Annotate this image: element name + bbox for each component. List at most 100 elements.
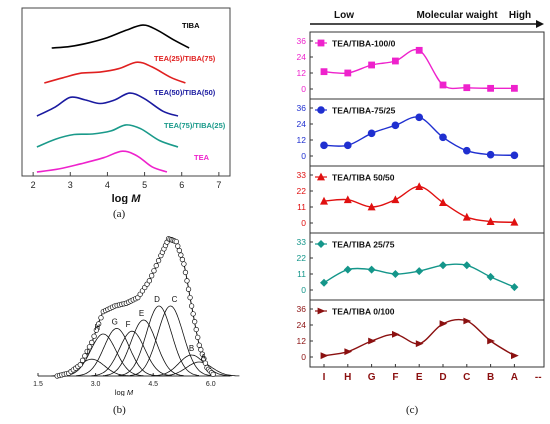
data-point (510, 217, 519, 226)
data-point (439, 198, 447, 207)
series-curve (323, 116, 515, 156)
x-tick-label: 5 (142, 180, 147, 190)
chart-c: Low Molecular waight High 0 12 24 36 TEA/TIBA-1… (297, 10, 545, 382)
envelope-marker (195, 334, 201, 341)
data-point (486, 272, 495, 281)
envelope-marker (176, 247, 182, 254)
envelope-marker (86, 344, 93, 350)
data-point (317, 240, 325, 248)
x-tick-label: 3.0 (91, 381, 101, 388)
category-label: C (463, 372, 470, 382)
y-tick-label: 33 (297, 170, 307, 180)
data-point (439, 320, 448, 328)
component-label: A (201, 353, 207, 362)
data-point (367, 265, 376, 274)
category-label: I (323, 372, 326, 382)
data-point (415, 113, 423, 122)
data-point (486, 150, 495, 159)
x-axis-label: log M (115, 388, 134, 396)
envelope-marker (155, 257, 162, 264)
chart-b: 1.5 3.0 4.5 6.0 log M I H G FE D C BA (33, 236, 240, 396)
data-point (320, 278, 328, 287)
category-label: D (439, 372, 446, 382)
data-point (320, 352, 329, 360)
legend-label: TEA/TIBA 0/100 (332, 307, 395, 317)
data-point (392, 330, 400, 338)
y-tick-label: 0 (301, 285, 306, 295)
series-curve (323, 48, 515, 90)
x-tick-label: 6.0 (206, 381, 216, 388)
y-tick-label: 11 (297, 202, 306, 212)
data-point (486, 217, 495, 225)
data-point (344, 348, 353, 356)
x-axis-label: log M (112, 193, 142, 204)
data-point (487, 337, 495, 345)
envelope-marker (184, 278, 190, 284)
data-point (510, 283, 519, 292)
data-point (511, 84, 518, 92)
y-tick-label: 22 (297, 186, 307, 196)
series-curve (36, 92, 179, 117)
envelope-marker (187, 294, 193, 301)
envelope-marker (79, 357, 86, 363)
component-label: I (87, 348, 89, 357)
data-point (344, 141, 352, 150)
data-point (439, 133, 447, 142)
envelope-marker (84, 348, 90, 355)
component-curve (91, 330, 173, 377)
series-curve (51, 24, 190, 49)
data-point (391, 121, 400, 130)
envelope-marker (193, 326, 199, 333)
series-curve (36, 150, 168, 173)
data-point (317, 307, 326, 315)
x-tick-label: 6 (179, 180, 184, 190)
envelope-marker (77, 362, 83, 368)
component-curve (129, 305, 211, 376)
caption-b: (b) (113, 404, 126, 416)
panel: 0 12 24 36 TEA/TIBA-100/0 (297, 31, 545, 100)
component-label: C (172, 295, 178, 304)
component-curve (158, 361, 240, 377)
legend-label: TEA/TIBA-75/25 (332, 106, 396, 116)
series-label: TEA (194, 153, 210, 162)
envelope-marker (190, 311, 196, 317)
series-label: TEA(50)/TIBA(50) (154, 88, 216, 97)
caption-a: (a) (113, 208, 126, 220)
data-point (510, 151, 519, 160)
data-point (367, 202, 376, 211)
y-tick-label: 36 (297, 36, 307, 46)
envelope-marker (198, 347, 204, 353)
category-label: H (344, 372, 351, 382)
data-point (415, 46, 423, 54)
envelope-marker (196, 342, 202, 348)
data-point (317, 39, 325, 47)
envelope-marker (192, 319, 198, 325)
category-label: -- (535, 372, 542, 382)
header-center: Molecular waight (416, 10, 498, 21)
data-point (367, 129, 376, 138)
envelope-marker (151, 268, 157, 274)
component-curve (150, 354, 232, 377)
y-tick-label: 11 (297, 269, 306, 279)
y-tick-label: 0 (301, 84, 306, 94)
y-tick-label: 22 (297, 253, 307, 263)
envelope-marker (153, 263, 159, 269)
data-point (344, 69, 352, 77)
envelope-marker (173, 238, 179, 245)
component-label: G (112, 317, 118, 326)
header-arrow-head (536, 20, 544, 28)
envelope-marker (199, 351, 206, 357)
data-point (368, 61, 375, 69)
envelope-marker (182, 269, 189, 276)
x-tick-label: 1.5 (33, 381, 43, 388)
data-point (463, 146, 471, 155)
data-point (439, 81, 447, 89)
data-point (391, 195, 400, 204)
x-tick-label: 4 (105, 180, 110, 190)
y-tick-label: 24 (297, 320, 307, 330)
data-point (463, 84, 471, 92)
y-tick-label: 24 (297, 52, 307, 62)
data-point (320, 141, 328, 150)
data-point (487, 84, 494, 92)
envelope-marker (96, 321, 102, 327)
